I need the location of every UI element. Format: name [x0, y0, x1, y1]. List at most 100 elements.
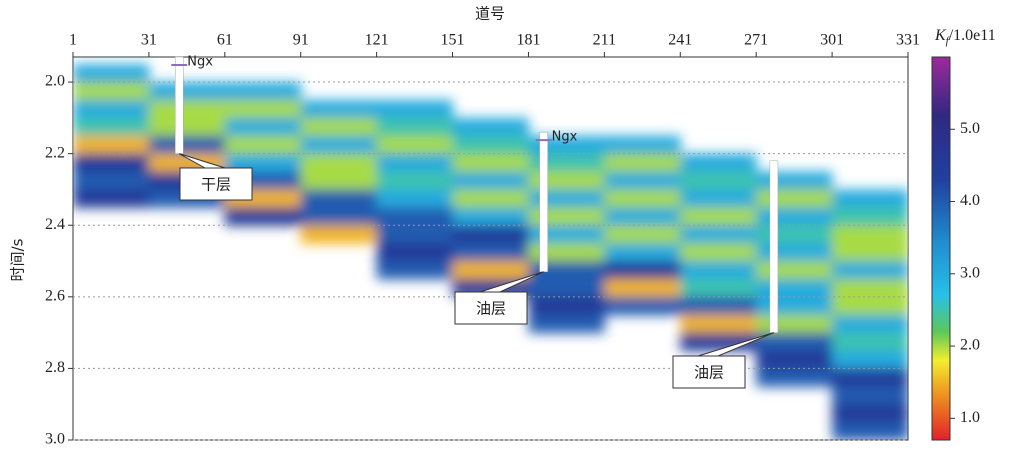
- heatmap-cell: [832, 332, 908, 352]
- colorbar-tick-label: 5.0: [960, 120, 980, 137]
- heatmap-cell: [604, 261, 681, 280]
- heatmap-cell: [832, 386, 908, 405]
- heatmap-cell: [832, 207, 908, 226]
- heatmap-cell: [756, 332, 833, 352]
- heatmap-cell: [680, 296, 757, 316]
- heatmap-cell: [452, 261, 529, 280]
- colorbar-tick-label: 1.0: [960, 409, 980, 426]
- colorbar-tick-label: 3.0: [960, 264, 980, 281]
- heatmap-cell: [376, 117, 454, 137]
- heatmap-cell: [224, 82, 302, 101]
- heatmap-cell: [300, 135, 378, 155]
- y-tick-label: 2.6: [45, 287, 65, 304]
- colorbar-symbol: K: [934, 27, 947, 44]
- heatmap-cell: [300, 225, 378, 244]
- callout-box: [454, 291, 528, 325]
- x-tick-label: 61: [217, 32, 233, 49]
- callout-box: [179, 167, 253, 201]
- x-tick-label: 151: [441, 32, 465, 49]
- heatmap-cell: [680, 261, 757, 280]
- heatmap-cell: [73, 82, 150, 101]
- x-tick-label: 241: [668, 32, 692, 49]
- heatmap-cell: [224, 117, 302, 137]
- heatmap-cell: [756, 314, 833, 334]
- heatmap-cell: [756, 296, 833, 316]
- heatmap-cell: [832, 278, 908, 298]
- heatmap-cell: [680, 243, 757, 262]
- heatmap-cell: [73, 64, 150, 83]
- heatmap-cell: [756, 368, 833, 387]
- heatmap-cell: [528, 296, 605, 316]
- heatmap-cell: [148, 117, 226, 137]
- heatmap-cell: [452, 153, 529, 173]
- heatmap-cell: [73, 117, 150, 137]
- heatmap-cell: [376, 153, 454, 173]
- heatmap-cell: [680, 189, 757, 208]
- heatmap-cell: [756, 189, 833, 208]
- heatmap-cell: [832, 261, 908, 280]
- y-tick-label: 3.0: [45, 431, 65, 448]
- y-tick-label: 2.4: [45, 216, 65, 233]
- colorbar-label: Kf/1.0e11: [934, 27, 996, 47]
- callout-text: 油层: [694, 364, 724, 382]
- heatmap-cell: [73, 171, 150, 190]
- heatmap-cell: [680, 153, 757, 173]
- well-label: Ngx: [552, 130, 578, 145]
- heatmap-cell: [224, 153, 302, 173]
- heatmap-cell: [73, 99, 150, 119]
- heatmap-cell: [148, 135, 226, 155]
- heatmap-cell: [528, 278, 605, 298]
- heatmap-cell: [756, 225, 833, 244]
- heatmap-cell: [832, 189, 908, 208]
- y-tick-label: 2.2: [45, 144, 65, 161]
- heatmap-cell: [680, 314, 757, 334]
- heatmap-cell: [376, 261, 454, 280]
- heatmap-cell: [300, 117, 378, 137]
- colorbar-unit: /1.0e11: [949, 27, 996, 44]
- y-tick-label: 2.8: [45, 359, 65, 376]
- x-tick-label: 121: [365, 32, 389, 49]
- heatmap-cell: [452, 189, 529, 208]
- x-tick-label: 211: [593, 32, 616, 49]
- y-tick-label: 2.0: [45, 73, 65, 90]
- heatmap-cell: [300, 153, 378, 173]
- heatmap-cell: [452, 225, 529, 244]
- x-tick-label: 301: [820, 32, 844, 49]
- y-axis-label: 时间/s: [9, 238, 27, 281]
- colorbar-subscript: f: [946, 35, 951, 47]
- heatmap-cell: [756, 207, 833, 226]
- colorbar-tick-label: 2.0: [960, 337, 980, 354]
- heatmap-cell: [832, 225, 908, 244]
- heatmap-cell: [604, 135, 681, 155]
- heatmap-cell: [680, 207, 757, 226]
- heatmap-cell: [756, 171, 833, 190]
- heatmap-cell: [832, 314, 908, 334]
- heatmap-cell: [832, 350, 908, 369]
- heatmap-cell: [452, 207, 529, 226]
- heatmap-cell: [604, 296, 681, 316]
- x-tick-label: 1: [69, 32, 77, 49]
- heatmap-cell: [376, 243, 454, 262]
- well-bar: [769, 160, 779, 333]
- heatmap-cell: [376, 99, 454, 119]
- heatmap-cell: [832, 296, 908, 316]
- heatmap-cell: [604, 225, 681, 244]
- well-bar: [539, 131, 548, 273]
- x-tick-label: 91: [293, 32, 309, 49]
- heatmap-cell: [224, 135, 302, 155]
- heatmap-cell: [528, 314, 605, 334]
- heatmap-cell: [452, 135, 529, 155]
- heatmap-cell: [604, 278, 681, 298]
- heatmap-cell: [680, 225, 757, 244]
- well-label: Ngx: [187, 55, 213, 70]
- heatmap-cell: [680, 278, 757, 298]
- heatmap-cell: [832, 422, 908, 440]
- heatmap-cell: [452, 243, 529, 262]
- x-tick-label: 331: [896, 32, 920, 49]
- heatmap-cell: [300, 99, 378, 119]
- heatmap-cell: [832, 243, 908, 262]
- colorbar: [931, 56, 951, 441]
- heatmap-cell: [224, 99, 302, 119]
- heatmap-cell: [73, 153, 150, 173]
- well-bar: [175, 56, 184, 154]
